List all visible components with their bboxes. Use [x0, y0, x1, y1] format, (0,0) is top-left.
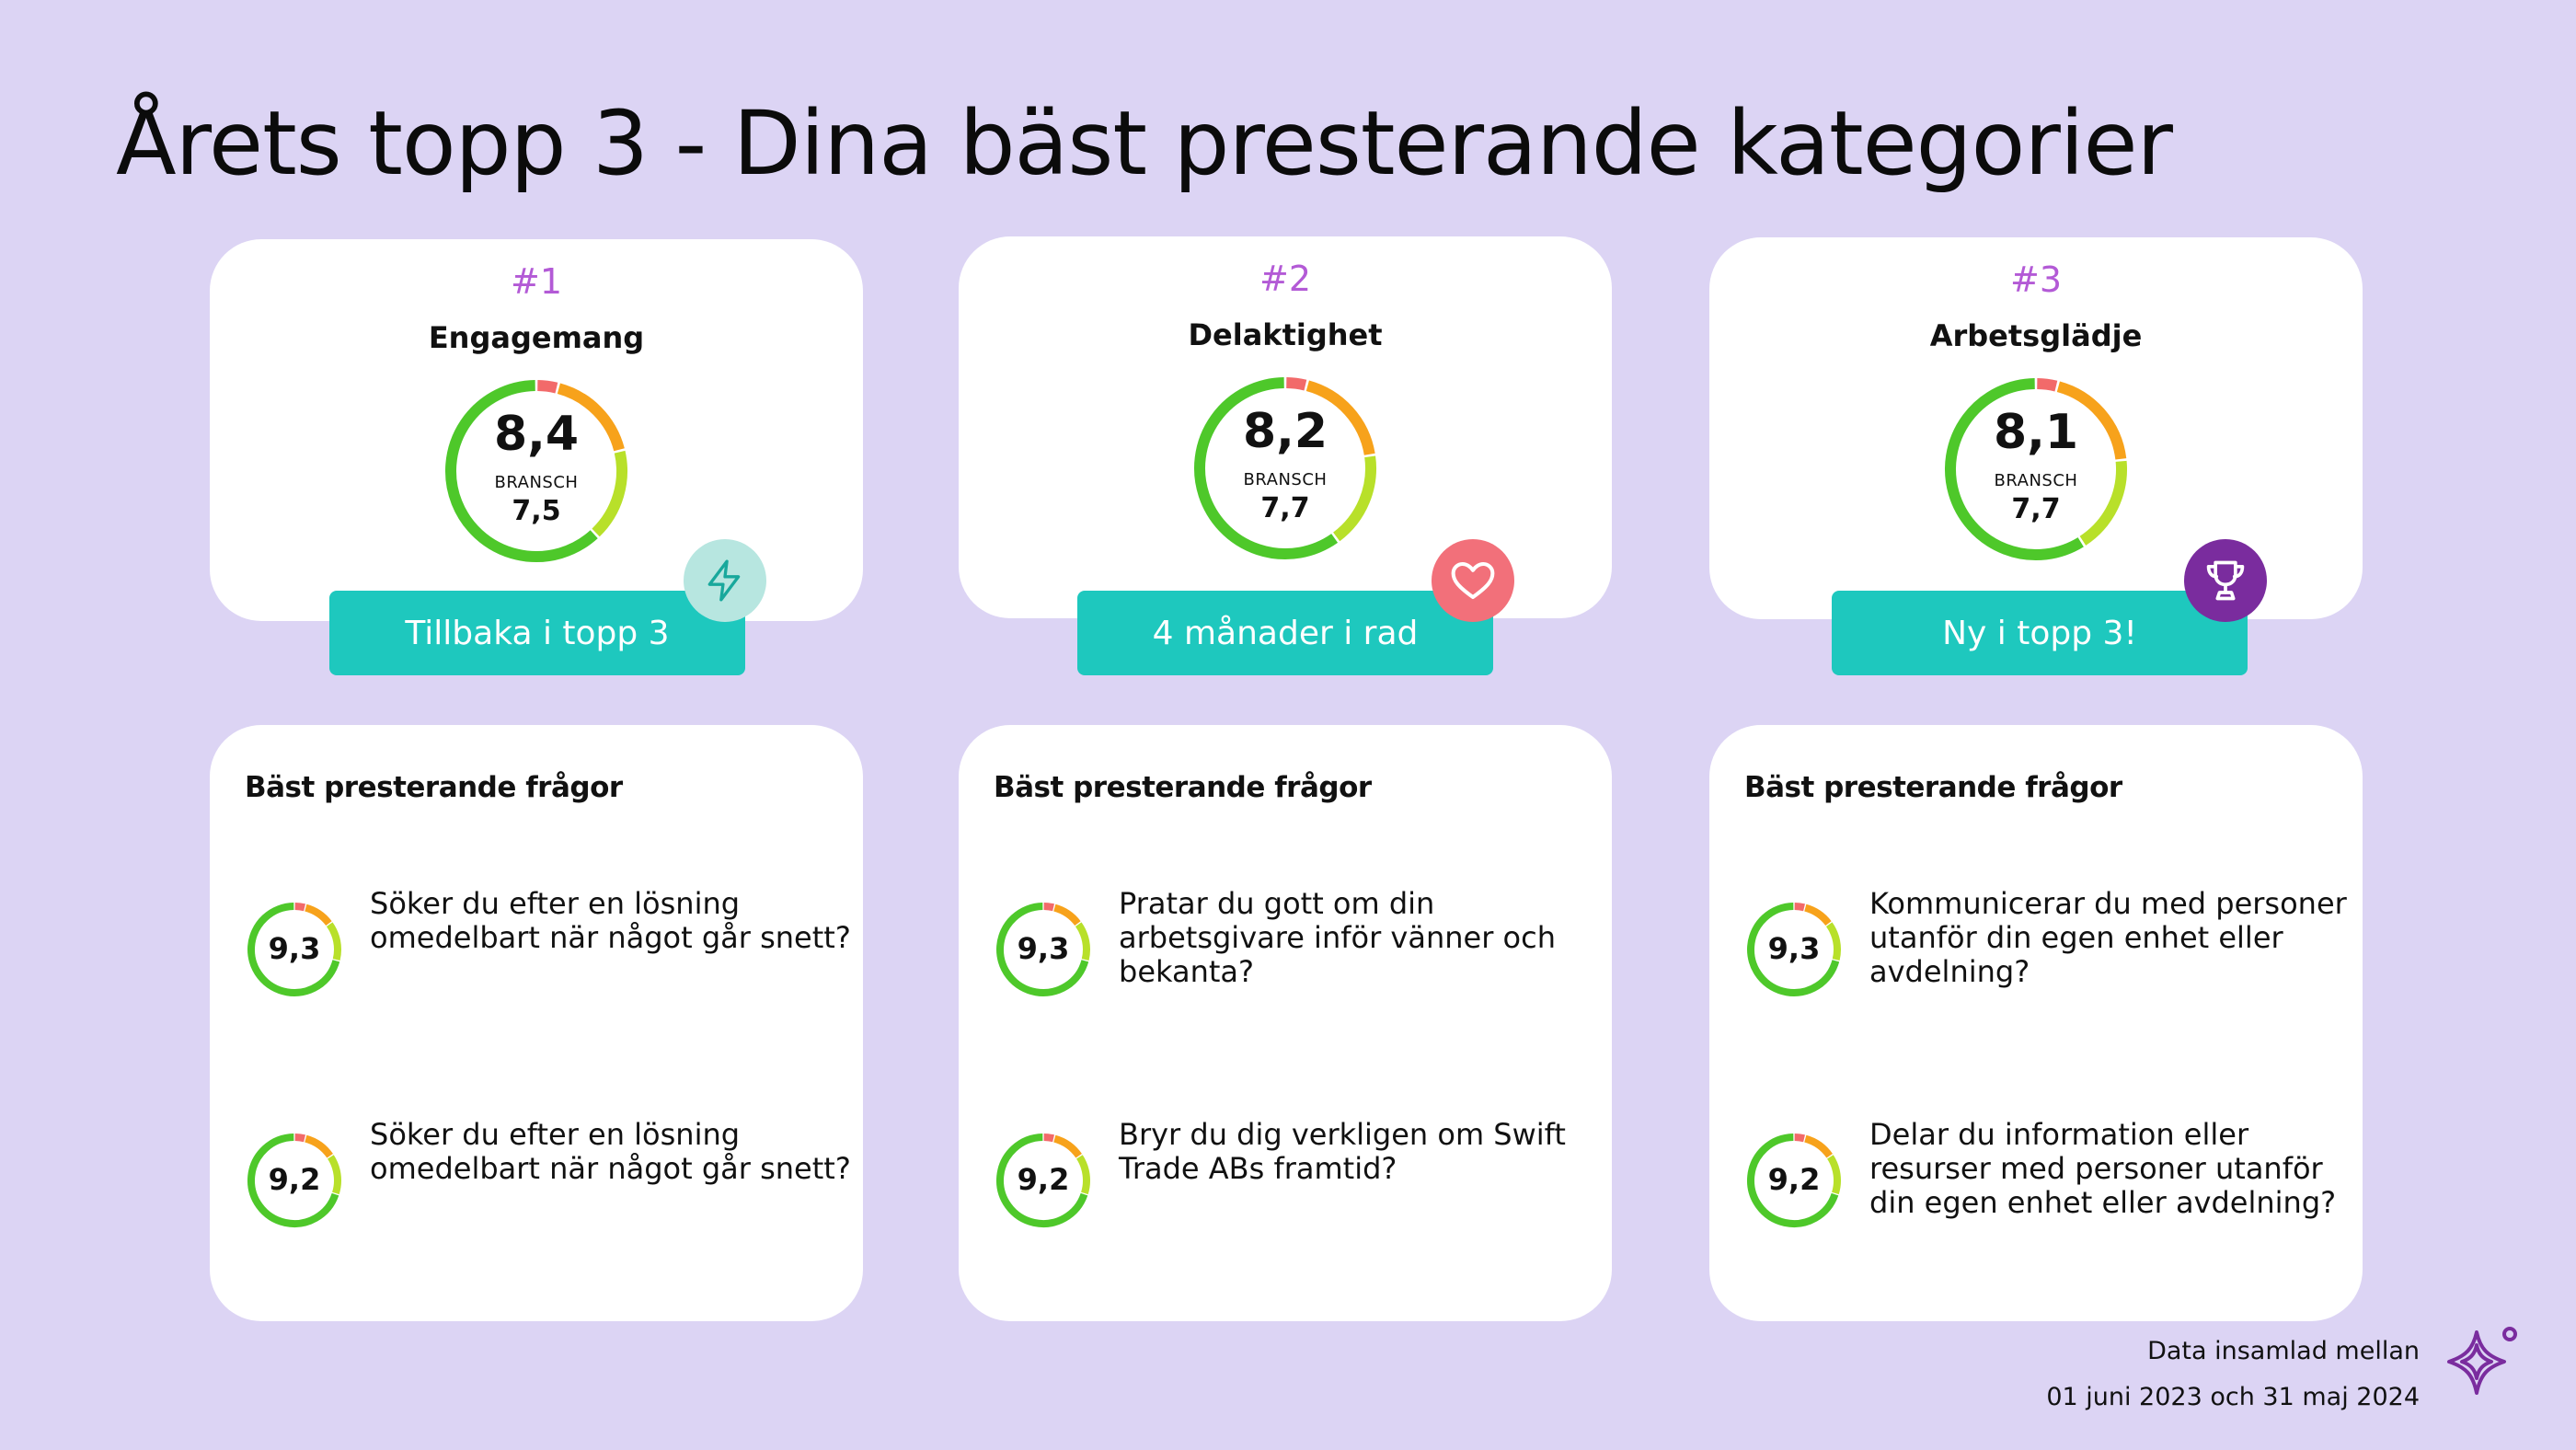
score-ring-orange-segment [557, 383, 625, 452]
category-score-donut: 8,4 BRANSCH 7,5 [444, 379, 628, 563]
page-title: Årets topp 3 - Dina bäst presterande kat… [116, 92, 2173, 195]
question-score: 9,2 [268, 1162, 321, 1197]
score-ring-green-segment [996, 1134, 1088, 1227]
score-ring-green-segment [1747, 1134, 1839, 1227]
category-rank: #1 [510, 261, 563, 302]
category-score-donut: 8,2 BRANSCH 7,7 [1193, 376, 1377, 560]
category-card-3: #3 Arbetsglädje 8,1 BRANSCH 7,7 [1709, 237, 2363, 619]
question-score-donut: 9,2 [995, 1133, 1091, 1228]
questions-heading: Bäst presterande frågor [245, 771, 623, 804]
question-text: Kommunicerar du med personer utanför din… [1869, 886, 2347, 989]
category-score-donut: 8,1 BRANSCH 7,7 [1944, 377, 2128, 561]
score-ring-orange-segment [305, 1134, 333, 1158]
score-ring-red-segment [1794, 903, 1805, 912]
score-ring-red-segment [2037, 378, 2058, 392]
category-score: 8,2 [1242, 404, 1328, 459]
data-collection-period: Data insamlad mellan 01 juni 2023 och 31… [2046, 1329, 2420, 1421]
category-name: Delaktighet [1188, 317, 1383, 352]
lightning-icon [684, 539, 766, 622]
question-text: Pratar du gott om din arbetsgivare inför… [1119, 886, 1556, 989]
trophy-icon [2184, 539, 2267, 622]
category-name: Engagemang [428, 320, 645, 355]
score-ring-orange-segment [2056, 381, 2127, 460]
footer-line-1: Data insamlad mellan [2147, 1337, 2420, 1365]
score-ring-lime-segment [2079, 460, 2127, 546]
score-ring-green-segment [1747, 903, 1840, 996]
questions-heading: Bäst presterande frågor [994, 771, 1372, 804]
score-ring-lime-segment [1825, 922, 1841, 961]
score-ring-green-segment [1945, 378, 2084, 560]
sparkle-logo-icon [2440, 1321, 2523, 1404]
score-ring-green-segment [247, 903, 340, 996]
score-ring-orange-segment [1804, 1134, 1833, 1158]
question-score: 9,3 [1017, 931, 1070, 966]
questions-card-3: Bäst presterande frågor 9,3 Kommunicerar… [1709, 725, 2363, 1321]
score-ring-orange-segment [1804, 903, 1832, 926]
score-ring-orange-segment [1053, 903, 1081, 926]
question-item: 9,2 Bryr du dig verkligen om Swift Trade… [995, 1118, 1603, 1243]
benchmark-label: BRANSCH [1243, 470, 1328, 489]
benchmark-label: BRANSCH [494, 473, 579, 492]
question-item: 9,3 Pratar du gott om din arbetsgivare i… [995, 887, 1603, 1012]
score-ring-lime-segment [592, 450, 627, 537]
badge-back-in-top3: Tillbaka i topp 3 [329, 591, 745, 675]
question-score-donut: 9,3 [1746, 902, 1842, 997]
benchmark-score: 7,7 [2011, 493, 2061, 525]
category-card-1: #1 Engagemang 8,4 BRANSCH 7,5 [210, 239, 863, 621]
benchmark-label: BRANSCH [1994, 471, 2078, 490]
score-ring-lime-segment [1075, 1155, 1090, 1195]
question-score-donut: 9,2 [1746, 1133, 1842, 1228]
questions-heading: Bäst presterande frågor [1744, 771, 2122, 804]
score-ring-red-segment [294, 1134, 305, 1143]
question-item: 9,2 Söker du efter en lösning omedelbart… [247, 1118, 854, 1243]
question-text: Delar du information eller resurser med … [1869, 1117, 2337, 1220]
score-ring-red-segment [1794, 1134, 1805, 1143]
question-item: 9,2 Delar du information eller resurser … [1746, 1118, 2353, 1243]
category-score: 8,4 [493, 407, 580, 462]
score-ring-green-segment [996, 903, 1089, 996]
score-ring-red-segment [1043, 903, 1054, 912]
question-score-donut: 9,3 [995, 902, 1091, 997]
benchmark-score: 7,5 [512, 495, 561, 527]
score-ring-red-segment [1286, 377, 1307, 391]
score-ring-lime-segment [1332, 455, 1376, 542]
question-text: Söker du efter en lösning omedelbart när… [370, 1117, 851, 1186]
benchmark-score: 7,7 [1260, 492, 1310, 524]
question-score: 9,2 [1017, 1162, 1070, 1197]
score-ring-red-segment [537, 380, 558, 394]
score-ring-lime-segment [327, 1155, 341, 1195]
question-score: 9,2 [1767, 1162, 1821, 1197]
category-name: Arbetsglädje [1929, 318, 2143, 353]
category-score: 8,1 [1993, 405, 2079, 460]
score-ring-orange-segment [1305, 380, 1375, 455]
score-ring-red-segment [294, 903, 305, 912]
score-ring-green-segment [445, 380, 598, 562]
badge-new-in-top3: Ny i topp 3! [1832, 591, 2248, 675]
score-ring-red-segment [1043, 1134, 1054, 1143]
score-ring-lime-segment [326, 922, 341, 961]
questions-card-2: Bäst presterande frågor 9,3 Pratar du go… [959, 725, 1612, 1321]
badge-months-in-row: 4 månader i rad [1077, 591, 1493, 675]
score-ring-green-segment [1194, 377, 1339, 559]
question-text: Söker du efter en lösning omedelbart när… [370, 886, 851, 955]
category-card-2: #2 Delaktighet 8,2 BRANSCH 7,7 [959, 236, 1612, 618]
question-text: Bryr du dig verkligen om Swift Trade ABs… [1119, 1117, 1566, 1186]
score-ring-lime-segment [1075, 922, 1090, 961]
score-ring-orange-segment [305, 903, 332, 926]
score-ring-orange-segment [1053, 1134, 1082, 1158]
question-score-donut: 9,3 [247, 902, 342, 997]
footer-line-2: 01 juni 2023 och 31 maj 2024 [2046, 1383, 2420, 1411]
question-score: 9,3 [1767, 931, 1821, 966]
question-score-donut: 9,2 [247, 1133, 342, 1228]
question-item: 9,3 Kommunicerar du med personer utanför… [1746, 887, 2353, 1012]
category-rank: #2 [1259, 259, 1312, 299]
category-rank: #3 [2009, 259, 2063, 300]
question-item: 9,3 Söker du efter en lösning omedelbart… [247, 887, 854, 1012]
question-score: 9,3 [268, 931, 321, 966]
heart-icon [1432, 539, 1514, 622]
questions-card-1: Bäst presterande frågor 9,3 Söker du eft… [210, 725, 863, 1321]
score-ring-green-segment [247, 1134, 339, 1227]
score-ring-lime-segment [1826, 1155, 1841, 1195]
